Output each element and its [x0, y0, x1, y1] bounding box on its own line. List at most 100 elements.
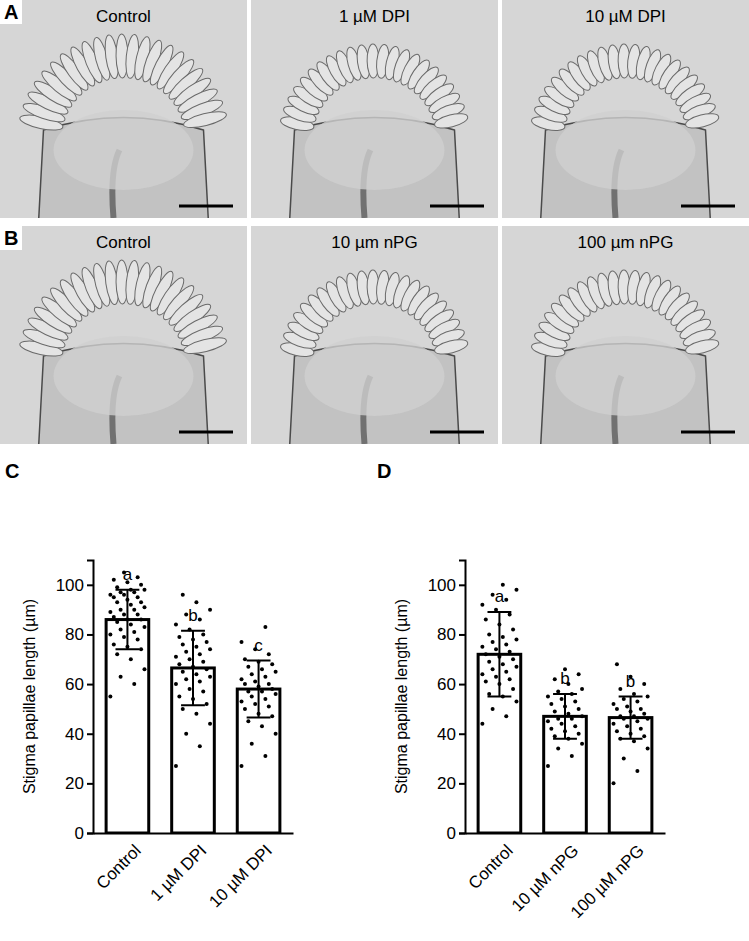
panel-letter-box: B: [0, 226, 22, 250]
micrograph: Control: [0, 0, 247, 223]
scale-bar: [681, 431, 735, 434]
y-tick-label: 0: [447, 824, 456, 843]
error-bar: [115, 590, 139, 650]
y-tick: 80: [65, 625, 93, 644]
data-point: [556, 690, 560, 694]
data-point: [491, 707, 495, 711]
data-point: [263, 625, 267, 629]
data-point: [115, 585, 119, 589]
panel-letter: D: [377, 460, 391, 482]
chart: Dabb020406080100Control10 µM nPG100 µM n…: [377, 460, 666, 922]
data-point: [573, 724, 577, 728]
y-tick: 60: [437, 675, 465, 694]
data-point: [240, 677, 244, 681]
data-point: [642, 734, 646, 738]
data-point: [549, 727, 553, 731]
data-point: [504, 642, 508, 646]
y-tick-label: 0: [75, 824, 84, 843]
data-point: [635, 769, 639, 773]
data-point: [119, 608, 123, 612]
data-point: [267, 652, 271, 656]
y-tick-mark: [87, 634, 93, 636]
data-point: [511, 627, 515, 631]
y-tick: 100: [56, 576, 93, 595]
data-point: [274, 692, 278, 696]
image-label: 1 µM DPI: [339, 7, 410, 26]
error-bar: [487, 612, 511, 696]
x-tick-label: 1 µM DPI: [147, 841, 211, 905]
y-tick-mark: [459, 634, 465, 636]
significance-letter: b: [626, 672, 635, 691]
data-point: [494, 608, 498, 612]
data-point: [501, 635, 505, 639]
data-point: [580, 742, 584, 746]
data-point: [560, 697, 564, 701]
data-point: [208, 722, 212, 726]
data-point: [208, 608, 212, 612]
y-axis-title: Stigma papillae length (µm): [393, 599, 410, 794]
image-background: [251, 226, 498, 444]
data-point: [194, 600, 198, 604]
data-point: [570, 717, 574, 721]
data-point: [194, 712, 198, 716]
data-point: [181, 670, 185, 674]
y-tick: 80: [437, 625, 465, 644]
data-point: [549, 702, 553, 706]
data-point: [205, 640, 209, 644]
image-label: 100 µm nPG: [578, 233, 674, 252]
data-point: [188, 687, 192, 691]
data-point: [622, 697, 626, 701]
data-point: [642, 682, 646, 686]
data-point: [494, 675, 498, 679]
data-point: [480, 722, 484, 726]
data-point: [618, 714, 622, 718]
x-axis: Control10 µM nPG100 µM nPG: [465, 833, 666, 922]
data-point: [553, 734, 557, 738]
x-tick-label: Control: [465, 841, 517, 893]
image-row: Control10 µm nPG100 µm nPGB: [0, 226, 749, 449]
data-point: [198, 680, 202, 684]
papilla: [182, 109, 228, 131]
data-point: [487, 692, 491, 696]
y-axis-line: [87, 561, 94, 834]
data-point: [142, 605, 146, 609]
y-tick-mark: [459, 584, 465, 586]
data-point: [194, 672, 198, 676]
data-point: [546, 764, 550, 768]
data-point: [573, 699, 577, 703]
data-point: [267, 704, 271, 708]
data-point: [122, 593, 126, 597]
y-tick: 20: [437, 774, 465, 793]
data-point: [142, 588, 146, 592]
data-point: [129, 657, 133, 661]
significance-letter: a: [495, 587, 505, 606]
data-point: [136, 613, 140, 617]
stigma-core: [556, 336, 696, 416]
data-point: [201, 632, 205, 636]
data-point: [132, 590, 136, 594]
data-point: [556, 717, 560, 721]
data-point: [622, 717, 626, 721]
data-point: [487, 632, 491, 636]
data-point: [132, 682, 136, 686]
y-tick-label: 60: [437, 675, 456, 694]
data-point: [136, 595, 140, 599]
data-point: [646, 717, 650, 721]
data-point: [274, 732, 278, 736]
y-tick-mark: [459, 833, 465, 835]
data-point: [174, 623, 178, 627]
data-point: [618, 687, 622, 691]
data-point: [184, 650, 188, 654]
data-point: [480, 645, 484, 649]
significance-letter: a: [123, 565, 133, 584]
panel-letter: A: [4, 1, 18, 23]
data-point: [546, 719, 550, 723]
x-axis: Control1 µM DPI10 µM DPI: [93, 833, 294, 911]
data-point: [240, 764, 244, 768]
x-tick-label: 100 µM nPG: [567, 841, 648, 922]
data-point: [263, 675, 267, 679]
data-point: [639, 727, 643, 731]
data-point: [115, 620, 119, 624]
data-point: [625, 704, 629, 708]
data-point: [632, 692, 636, 696]
